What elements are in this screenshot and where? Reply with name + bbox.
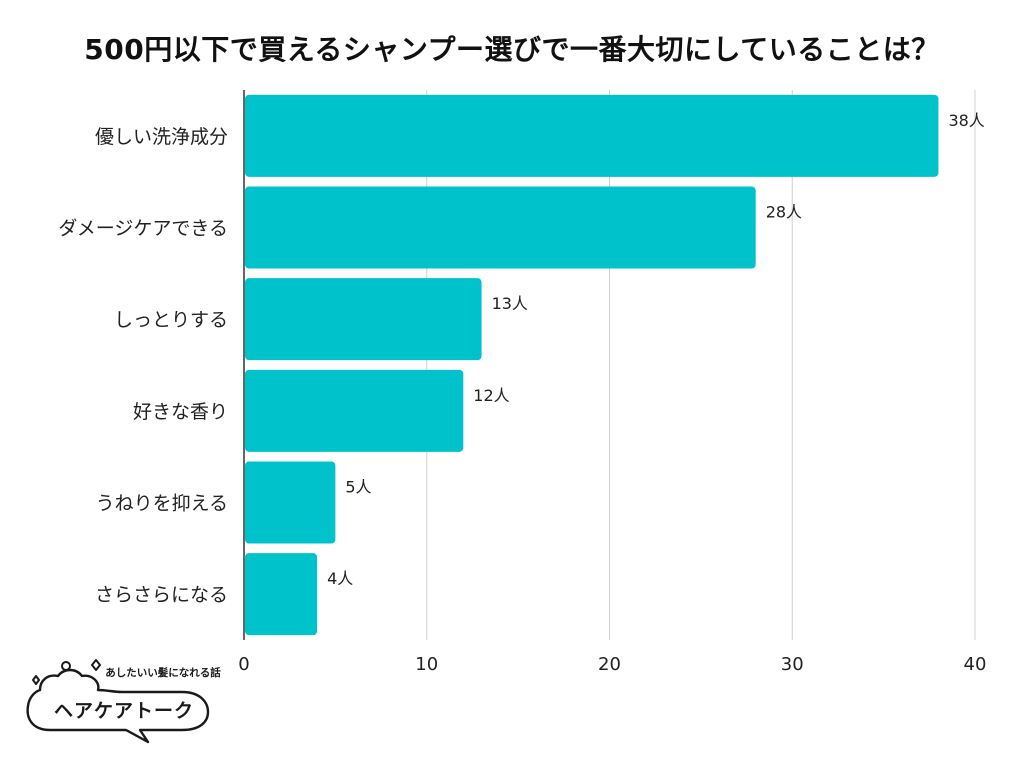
bar-6 bbox=[245, 553, 318, 636]
chart-title: 500円以下で買えるシャンプー選びで一番大切にしていることは？ bbox=[84, 33, 940, 66]
category-label-5: うねりを抑える bbox=[96, 493, 228, 515]
logo-tagline: あしたいい髪になれる話 bbox=[105, 667, 221, 679]
bar-1 bbox=[245, 94, 939, 177]
value-label-2: 28人 bbox=[766, 203, 802, 222]
category-label-2: ダメージケアできる bbox=[58, 218, 228, 240]
value-label-4: 12人 bbox=[473, 386, 509, 405]
x-tick-label-0: 0 bbox=[238, 654, 249, 675]
bar-3 bbox=[245, 278, 482, 361]
logo-mark-icon bbox=[26, 659, 210, 744]
logo-name: ヘアケアトーク bbox=[53, 700, 194, 722]
grid-lines bbox=[243, 90, 976, 640]
category-label-1: 優しい洗浄成分 bbox=[95, 126, 228, 148]
value-label-1: 38人 bbox=[948, 111, 984, 130]
bar-2 bbox=[245, 186, 756, 269]
x-tick-label-10: 10 bbox=[415, 654, 438, 675]
bars bbox=[245, 94, 939, 636]
value-label-6: 4人 bbox=[327, 569, 353, 588]
bar-4 bbox=[245, 369, 464, 452]
category-label-3: しっとりする bbox=[114, 309, 228, 331]
category-label-6: さらさらになる bbox=[95, 584, 228, 606]
x-tick-label-40: 40 bbox=[964, 654, 987, 675]
x-tick-label-20: 20 bbox=[598, 654, 621, 675]
x-tick-label-30: 30 bbox=[781, 654, 804, 675]
hair-care-talk-logo: あしたいい髪になれる話 ヘアケアトーク bbox=[22, 656, 222, 748]
value-label-5: 5人 bbox=[345, 478, 371, 497]
value-label-3: 13人 bbox=[492, 294, 528, 313]
category-label-4: 好きな香り bbox=[133, 401, 228, 423]
bar-5 bbox=[245, 461, 336, 544]
